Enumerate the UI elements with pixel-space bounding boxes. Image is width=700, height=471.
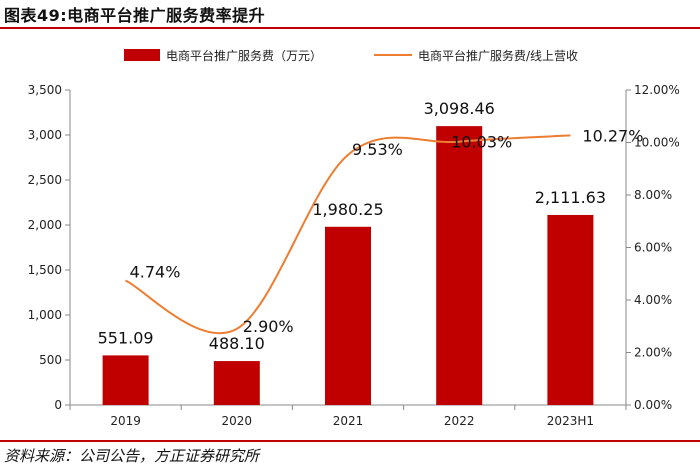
figure-title: 图表49:电商平台推广服务费率提升: [4, 6, 266, 25]
right-tick-label: 10.00%: [634, 136, 680, 150]
x-tick-label: 2019: [110, 414, 141, 428]
bar-value-label: 488.10: [209, 334, 265, 353]
line-value-label: 2.90%: [243, 317, 294, 336]
left-tick-label: 2,000: [28, 218, 62, 232]
bar-value-label: 3,098.46: [424, 99, 495, 118]
left-tick-label: 2,500: [28, 173, 62, 187]
right-tick-label: 8.00%: [634, 188, 672, 202]
ratio-line-series: [125, 134, 571, 335]
x-tick-label: 2022: [444, 414, 475, 428]
bar: [325, 226, 371, 405]
left-tick-label: 3,500: [28, 83, 62, 97]
bar: [547, 214, 594, 405]
bar: [213, 361, 260, 405]
bar: [102, 355, 149, 405]
ratio-line: [125, 134, 571, 335]
bar-value-label: 551.09: [98, 328, 154, 347]
title-rule: [0, 27, 700, 29]
right-tick-label: 0.00%: [634, 398, 672, 412]
left-tick-label: 1,500: [28, 263, 62, 277]
bar-value-label: 1,980.25: [312, 200, 383, 219]
right-tick-label: 12.00%: [634, 83, 680, 97]
right-tick-label: 4.00%: [634, 293, 672, 307]
line-value-label: 4.74%: [130, 263, 181, 282]
x-tick-label: 2023H1: [547, 414, 594, 428]
line-value-label: 10.27%: [582, 126, 643, 145]
bar-value-label: 2,111.63: [535, 188, 606, 207]
legend: 电商平台推广服务费（万元） 电商平台推广服务费/线上营收: [124, 48, 578, 63]
line-value-label: 9.53%: [352, 140, 403, 159]
source-note: 资料来源：公司公告，方正证券研究所: [4, 447, 260, 465]
legend-line-label: 电商平台推广服务费/线上营收: [418, 48, 578, 63]
bars: [102, 126, 594, 405]
bar: [436, 126, 483, 405]
right-tick-label: 2.00%: [634, 346, 672, 360]
left-tick-label: 3,000: [28, 128, 62, 142]
right-tick-label: 6.00%: [634, 241, 672, 255]
left-tick-label: 1,000: [28, 308, 62, 322]
x-tick-label: 2020: [222, 414, 253, 428]
left-tick-label: 0: [54, 398, 62, 412]
left-tick-label: 500: [39, 353, 62, 367]
x-tick-label: 2021: [333, 414, 364, 428]
source-rule: [0, 440, 700, 442]
line-value-label: 10.03%: [451, 133, 512, 152]
legend-bar-label: 电商平台推广服务费（万元）: [166, 48, 322, 63]
legend-bar-swatch: [124, 49, 160, 61]
data-labels: 551.09 488.10 1,980.25 3,098.46 2,111.63 4.74…: [98, 99, 644, 353]
axes: 0 500 1,000 1,500 2,000 2,500 3,000 3,500 0.00% 2…: [28, 83, 680, 428]
